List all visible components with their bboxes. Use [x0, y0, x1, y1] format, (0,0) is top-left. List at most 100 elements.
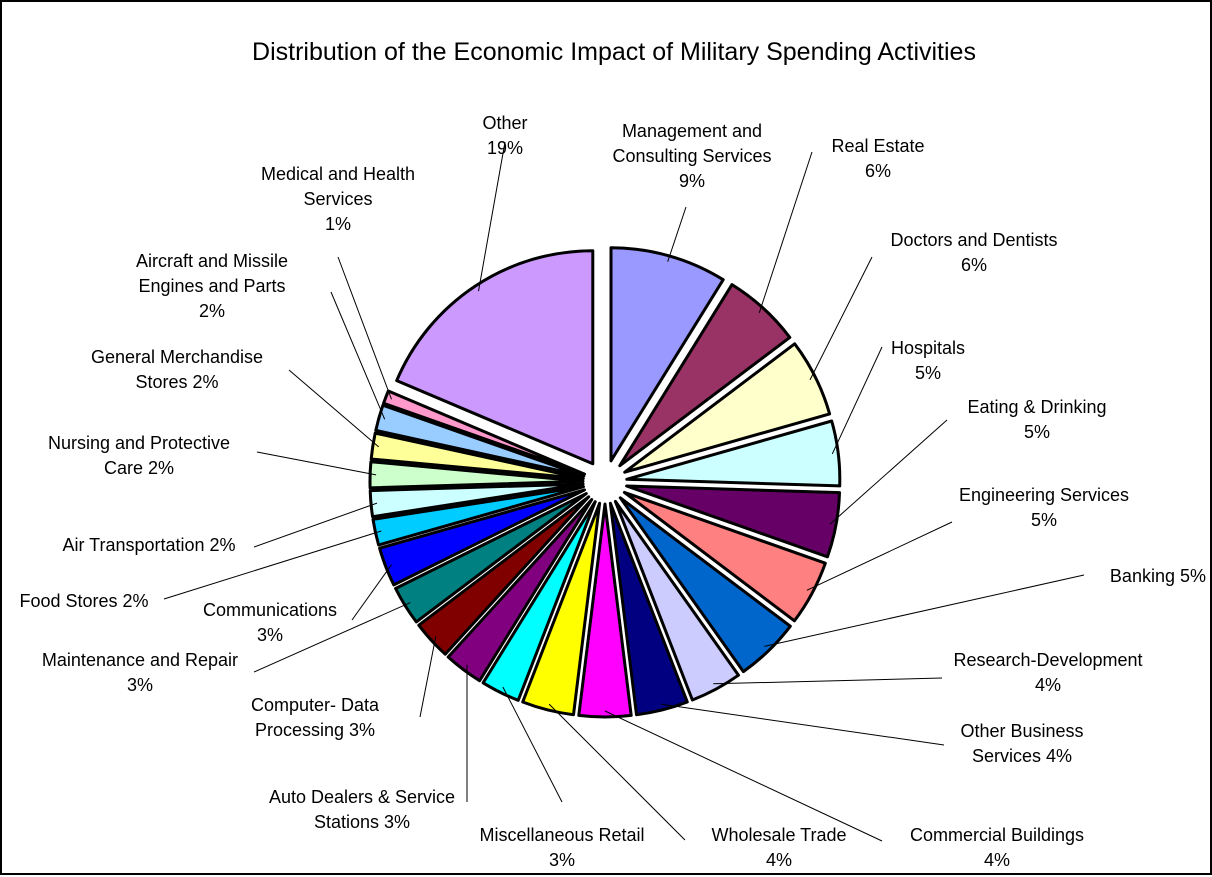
- pie-slice: [395, 249, 595, 466]
- slice-label-line: General Merchandise: [91, 347, 263, 367]
- slice-label-line: Food Stores 2%: [19, 591, 148, 611]
- slice-label-line: Stations 3%: [314, 812, 410, 832]
- pie-slice: [374, 403, 586, 478]
- slice-label: Eating & Drinking 5%: [967, 397, 1106, 442]
- slice-label-line: Care 2%: [104, 458, 174, 478]
- leader-line: [351, 564, 392, 621]
- slice-label: Management and Consulting Services 9%: [612, 121, 771, 191]
- pie-slice: [613, 499, 740, 702]
- slice-label-line: Processing 3%: [255, 720, 375, 740]
- pie-slice: [378, 488, 586, 587]
- pie-slice: [417, 495, 591, 656]
- pie-slice: [625, 484, 841, 559]
- slice-label-line: 3%: [549, 850, 575, 870]
- leader-line: [604, 710, 883, 842]
- slice-label-line: Real Estate: [831, 136, 924, 156]
- slice-label-line: Air Transportation 2%: [62, 535, 235, 555]
- slice-label-line: 5%: [1024, 422, 1050, 442]
- slice-label: Doctors and Dentists 6%: [890, 230, 1057, 275]
- pie-slice: [577, 502, 633, 719]
- pie-slice: [368, 482, 585, 519]
- slice-label-line: Wholesale Trade: [711, 825, 846, 845]
- slice-label-line: Management and: [622, 121, 762, 141]
- leader-line: [831, 346, 883, 455]
- pie-slice: [521, 501, 602, 717]
- slice-label-line: 5%: [1031, 510, 1057, 530]
- leader-line: [502, 686, 563, 803]
- leader-line: [253, 602, 411, 673]
- slice-label-line: Other: [482, 113, 527, 133]
- slice-label-line: Stores 2%: [135, 372, 218, 392]
- slice-label-line: Medical and Health: [261, 164, 415, 184]
- leader-lines: [163, 141, 1085, 842]
- pie-slice: [625, 419, 842, 488]
- leader-line: [660, 703, 945, 746]
- slice-label: Communications 3%: [203, 600, 337, 645]
- slice-label-line: Hospitals: [891, 338, 965, 358]
- pie-slices: [368, 246, 842, 719]
- leader-line: [478, 141, 506, 292]
- slice-label-line: Banking 5%: [1110, 566, 1206, 586]
- slice-label: Wholesale Trade 4%: [711, 825, 846, 870]
- leader-line: [764, 574, 1085, 647]
- slice-label: Other Business Services 4%: [960, 721, 1083, 766]
- pie-slice: [394, 492, 588, 624]
- slice-label-line: 5%: [915, 363, 941, 383]
- slice-label: Engineering Services 5%: [959, 485, 1129, 530]
- slice-label: Other 19%: [482, 113, 527, 158]
- slice-label-line: 9%: [679, 171, 705, 191]
- slice-label: Research-Development 4%: [953, 650, 1142, 695]
- slice-label: General Merchandise Stores 2%: [91, 347, 263, 392]
- slice-label: Hospitals 5%: [891, 338, 965, 383]
- pie-slice: [608, 501, 689, 717]
- pie-slice: [622, 490, 827, 623]
- leader-line: [337, 256, 392, 400]
- pie-slice: [446, 498, 594, 683]
- slice-label-line: 2%: [199, 301, 225, 321]
- slice-label-line: Research-Development: [953, 650, 1142, 670]
- slice-label-line: Eating & Drinking: [967, 397, 1106, 417]
- slice-label-line: Doctors and Dentists: [890, 230, 1057, 250]
- slice-label-line: 3%: [257, 625, 283, 645]
- slice-label: Maintenance and Repair 3%: [42, 650, 238, 695]
- leader-line: [667, 206, 687, 262]
- leader-line: [809, 256, 873, 381]
- leader-line: [288, 369, 380, 448]
- slice-label-line: 6%: [961, 255, 987, 275]
- slice-label: Air Transportation 2%: [62, 535, 235, 555]
- slice-label-line: Other Business: [960, 721, 1083, 741]
- slice-label-line: Commercial Buildings: [910, 825, 1084, 845]
- slice-label-line: Communications: [203, 600, 337, 620]
- slice-label-line: Services 4%: [972, 746, 1072, 766]
- pie-slice: [618, 496, 792, 674]
- leader-line: [163, 530, 382, 600]
- pie-slice: [371, 485, 585, 547]
- slice-label-line: 4%: [984, 850, 1010, 870]
- slice-label-line: Services: [303, 189, 372, 209]
- slice-label-line: 19%: [487, 138, 523, 158]
- pie-slice: [369, 431, 585, 481]
- slice-label-line: Maintenance and Repair: [42, 650, 238, 670]
- leader-line: [330, 291, 386, 420]
- slice-label: Medical and Health Services 1%: [261, 164, 415, 234]
- slice-label-line: Consulting Services: [612, 146, 771, 166]
- leader-line: [806, 521, 953, 591]
- slice-label-line: Engineering Services: [959, 485, 1129, 505]
- leader-line: [256, 451, 377, 476]
- slice-label: Real Estate 6%: [831, 136, 924, 181]
- pie-slice: [481, 500, 597, 702]
- slice-label: Banking 5%: [1110, 566, 1206, 586]
- leader-line: [548, 703, 686, 841]
- leader-line: [419, 636, 437, 718]
- slice-label-line: Engines and Parts: [138, 276, 285, 296]
- slice-label: Food Stores 2%: [19, 591, 148, 611]
- slice-label: Computer- Data Processing 3%: [251, 695, 380, 740]
- slice-label-line: Computer- Data: [251, 695, 380, 715]
- pie-slice: [618, 283, 792, 468]
- slice-label-line: Aircraft and Missile: [136, 251, 288, 271]
- slice-label: Auto Dealers & Service Stations 3%: [269, 787, 455, 832]
- slice-label-line: 4%: [766, 850, 792, 870]
- slice-label-line: 6%: [865, 161, 891, 181]
- slice-label-line: 3%: [127, 675, 153, 695]
